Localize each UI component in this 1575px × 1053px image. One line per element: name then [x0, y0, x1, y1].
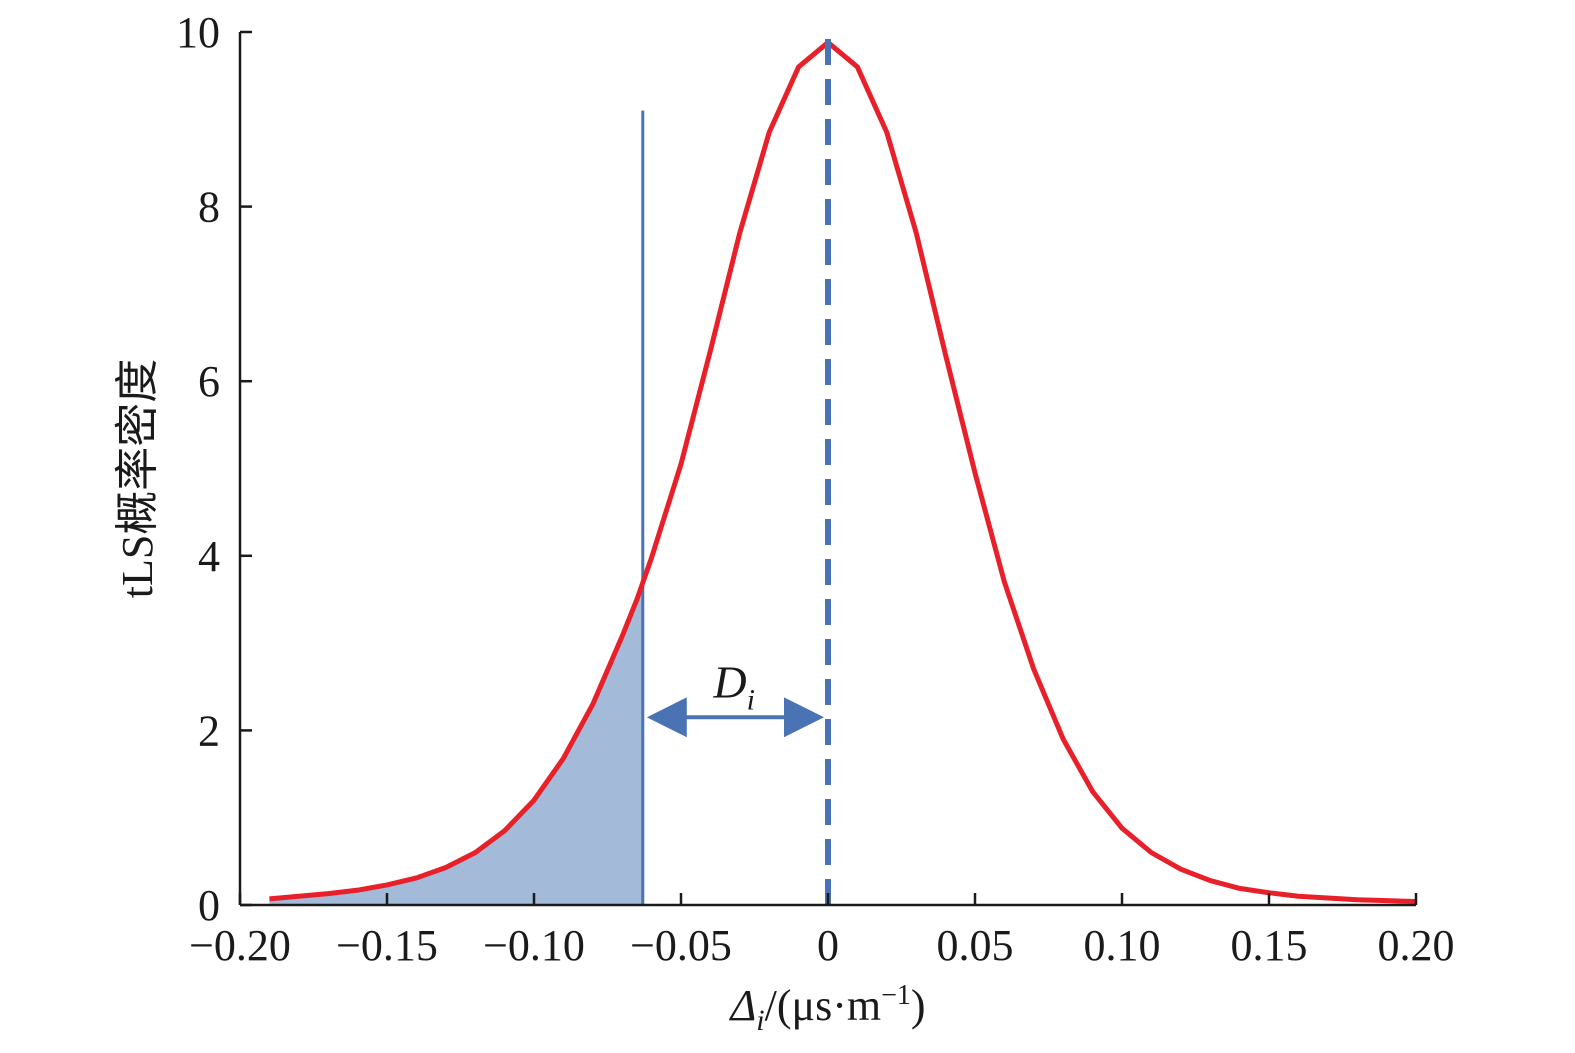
- y-axis-label: tLS概率密度: [113, 359, 162, 599]
- distance-label: Di: [712, 656, 755, 716]
- x-axis-label: Δi/(μs·m−1): [728, 980, 925, 1037]
- y-tick-label: 10: [176, 8, 220, 57]
- x-tick-label: 0: [817, 921, 839, 970]
- x-tick-label: 0.15: [1231, 921, 1308, 970]
- x-tick-label: −0.05: [630, 921, 732, 970]
- axes: −0.20 −0.15 −0.10 −0.05 0 0.05 0.10 0.15 0.20 0 2 4…: [113, 8, 1455, 1037]
- y-tick-label: 2: [198, 706, 220, 755]
- x-tick-label: 0.20: [1378, 921, 1455, 970]
- x-tick-label: −0.10: [483, 921, 585, 970]
- y-tick-label: 8: [198, 183, 220, 232]
- x-tick-label: 0.10: [1084, 921, 1161, 970]
- plot-area: Di: [269, 32, 1417, 905]
- x-tick-label: −0.15: [336, 921, 438, 970]
- shaded-tail-area: [269, 582, 643, 905]
- y-tick-label: 4: [198, 532, 220, 581]
- y-tick-label: 6: [198, 357, 220, 406]
- y-tick-label: 0: [198, 881, 220, 930]
- x-tick-label: −0.20: [189, 921, 291, 970]
- density-curve: [269, 39, 1417, 905]
- x-tick-label: 0.05: [937, 921, 1014, 970]
